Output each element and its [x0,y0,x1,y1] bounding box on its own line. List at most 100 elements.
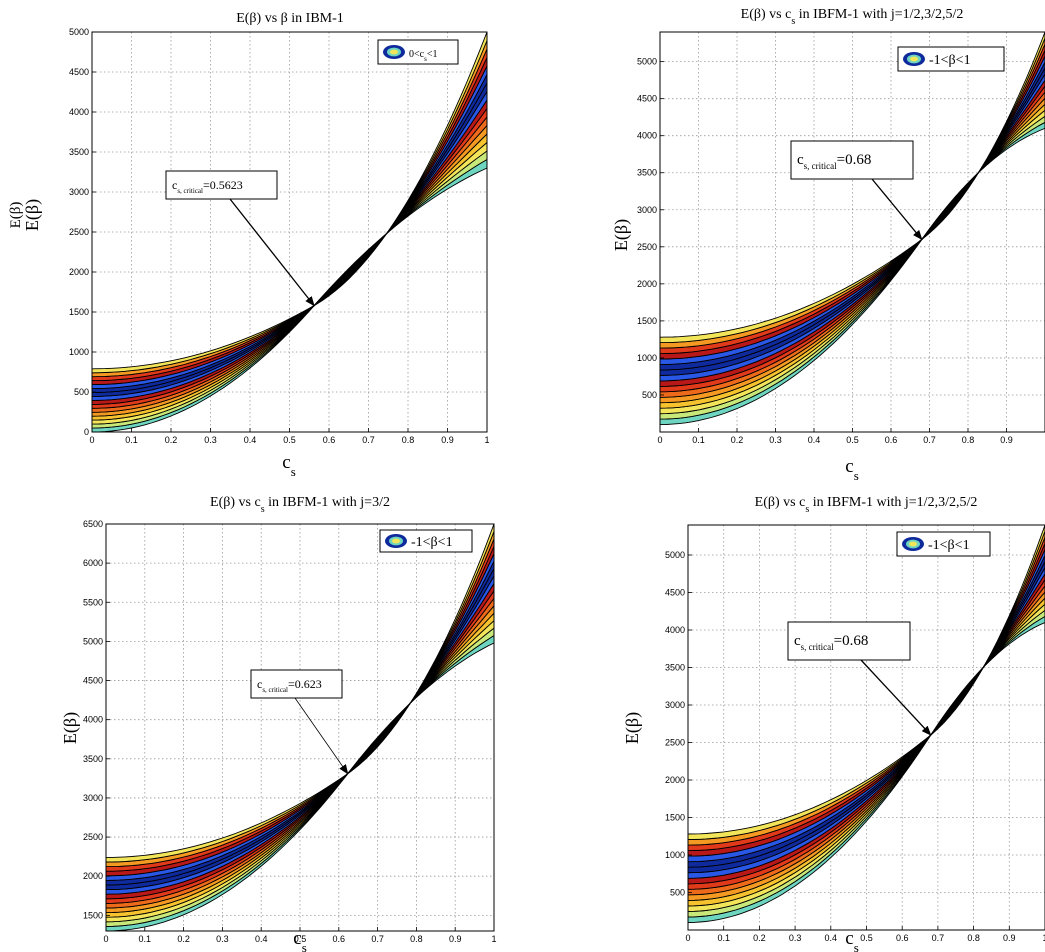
x-tick-label: 0 [103,934,108,944]
y-tick-label: 3500 [83,754,103,764]
legend-swatch-core [392,538,400,544]
y-axis-label: E(β) [22,199,43,231]
critical-annotation: cs, critical=0.68 [790,140,923,241]
x-tick-label: 0.1 [139,934,152,944]
x-tick-label: 0.5 [294,934,307,944]
x-tick-label: 0.3 [216,934,229,944]
legend: -1<β<1 [896,531,991,557]
y-tick-label: 4000 [69,107,89,117]
critical-annotation: cs, critical=0.68 [787,621,932,736]
legend-swatch-core [909,541,917,547]
outer-y-axis-label: E(β) [8,202,24,229]
critical-annotation: cs, critical=0.623 [250,669,349,775]
contour-band [92,90,487,401]
y-tick-label: 4500 [637,94,657,104]
y-tick-label: 500 [74,387,89,397]
y-tick-label: 1500 [665,813,685,823]
chart-title: E(β) vs cs in IBFM-1 with j=1/2,3/2,5/2 [741,7,964,27]
y-tick-label: 3500 [637,168,657,178]
legend-label: -1<β<1 [929,53,971,68]
legend-label: -1<β<1 [928,538,970,553]
x-tick-label: 0.4 [244,435,257,445]
annotation-arrow [860,659,932,736]
y-tick-label: 5500 [83,597,103,607]
annotation-arrow [871,178,923,241]
x-axis-label: cs [845,456,859,483]
y-tick-label: 2500 [69,227,89,237]
x-tick-label: 1 [484,435,489,445]
x-tick-label: 0.1 [717,933,730,943]
x-tick-label: 0.3 [204,435,217,445]
x-tick-label: 0 [685,933,690,943]
y-tick-label: 3500 [69,147,89,157]
x-tick-label: 0.3 [789,933,802,943]
x-tick-label: 0.9 [1000,435,1013,445]
y-tick-label: 4500 [665,588,685,598]
legend-label: 0<cs<1 [409,49,437,63]
chart-panel-2: E(β) vs cs in IBFM-1 with j=1/2,3/2,5/2 0… [611,7,1045,483]
annotation-arrow [229,198,315,307]
annotation-arrow [294,697,349,775]
y-tick-label: 2000 [665,775,685,785]
y-tick-label: 4500 [69,67,89,77]
x-tick-label: 0.2 [753,933,766,943]
y-tick-label: 5000 [69,27,89,37]
x-tick-label: 0.6 [323,435,336,445]
x-axis-label: cs [282,452,296,479]
legend: 0<cs<1 [377,39,459,65]
y-tick-label: 2000 [69,267,89,277]
legend-swatch-core [390,49,398,55]
y-tick-label: 1000 [69,347,89,357]
x-tick-label: 0.7 [923,435,936,445]
annotation-box [250,669,343,699]
y-tick-label: 5000 [637,57,657,67]
y-tick-label: 6500 [83,519,103,529]
legend: -1<β<1 [379,529,473,553]
y-axis-label: E(β) [611,219,632,251]
y-tick-label: 3000 [69,187,89,197]
x-tick-label: 0.4 [255,934,268,944]
chart-panel-4: E(β) vs cs in IBFM-1 with j=1/2,3/2,5/2 0… [622,495,1045,952]
y-tick-label: 5000 [83,636,103,646]
y-tick-label: 5000 [665,550,685,560]
annotation-label: cs, critical=0.68 [794,633,868,652]
chart-title: E(β) vs cs in IBFM-1 with j=1/2,3/2,5/2 [755,495,978,515]
contour-band [688,525,1045,840]
x-axis-label: cs [845,928,859,952]
y-axis-label: E(β) [60,712,81,744]
x-tick-label: 1 [491,934,496,944]
x-tick-label: 0.8 [967,933,980,943]
y-tick-label: 1000 [637,353,657,363]
contour-band [106,575,494,895]
x-tick-label: 0.9 [1003,933,1016,943]
y-tick-label: 6000 [83,558,103,568]
y-tick-label: 1500 [69,307,89,317]
contour-bands [106,524,494,931]
annotation-label: cs, critical=0.68 [797,152,871,171]
contour-band [660,32,1045,344]
annotation-box [165,170,278,200]
y-tick-label: 4000 [83,715,103,725]
x-tick-label: 0.6 [333,934,346,944]
x-tick-label: 0.2 [177,934,190,944]
y-tick-label: 2000 [637,279,657,289]
legend-box [379,529,473,553]
x-tick-label: 1 [1042,933,1045,943]
y-tick-label: 1500 [83,910,103,920]
x-tick-label: 0.6 [896,933,909,943]
x-tick-label: 0.1 [692,435,705,445]
x-tick-label: 0.8 [962,435,975,445]
legend: -1<β<1 [897,46,1005,72]
x-tick-label: 0 [657,435,662,445]
contour-bands [688,525,1045,923]
y-tick-label: 4500 [83,676,103,686]
legend-label: -1<β<1 [411,535,453,550]
chart-panel-3: E(β) vs cs in IBFM-1 with j=3/2 0 0.1 0.2 0.… [60,495,497,952]
x-tick-label: 0.9 [441,435,454,445]
y-tick-label: 3000 [83,793,103,803]
y-tick-label: 2500 [637,242,657,252]
y-tick-label: 2500 [665,738,685,748]
x-tick-label: 0.7 [362,435,375,445]
x-tick-label: 0.3 [769,435,782,445]
